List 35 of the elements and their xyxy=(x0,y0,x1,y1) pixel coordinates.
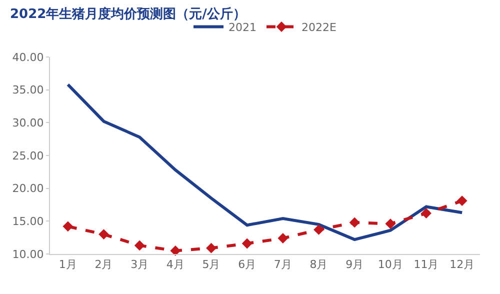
legend-label: 2022E xyxy=(302,21,336,34)
point xyxy=(385,218,396,229)
point xyxy=(170,246,181,256)
point xyxy=(62,221,74,232)
x-tick-label: 6月 xyxy=(238,258,256,272)
chart-title: 2022年生猪月度均价预测图（元/公斤） xyxy=(10,6,246,22)
point xyxy=(242,238,252,249)
y-tick-label: 20.00 xyxy=(12,182,44,196)
line-series xyxy=(66,83,464,242)
point xyxy=(134,240,145,251)
x-tick-label: 8月 xyxy=(310,258,328,272)
y-tick-label: 10.00 xyxy=(12,248,44,261)
legend-label: 2021 xyxy=(228,21,256,34)
y-tick-label: 35.00 xyxy=(12,84,44,97)
point xyxy=(278,233,288,244)
x-tick-label: 2月 xyxy=(94,258,113,272)
x-tick-label: 10月 xyxy=(378,258,403,272)
x-tick-label: 11月 xyxy=(414,258,439,272)
x-tick-label: 1月 xyxy=(58,258,77,272)
x-tick-label: 5月 xyxy=(202,258,220,272)
y-tick-label: 30.00 xyxy=(12,116,44,130)
x-tick-label: 12月 xyxy=(450,258,475,272)
point xyxy=(314,224,324,235)
point xyxy=(206,242,216,254)
y-tick-label: 25.00 xyxy=(12,149,44,162)
y-tick-label: 15.00 xyxy=(12,215,44,228)
x-tick-label: 3月 xyxy=(130,258,149,272)
point xyxy=(349,217,360,228)
point xyxy=(421,208,432,218)
x-tick-label: 9月 xyxy=(346,258,364,272)
point xyxy=(456,196,468,206)
y-tick-label: 40.00 xyxy=(12,50,44,64)
x-tick-label: 4月 xyxy=(166,258,184,272)
point xyxy=(98,229,109,240)
x-tick-label: 7月 xyxy=(274,258,292,272)
